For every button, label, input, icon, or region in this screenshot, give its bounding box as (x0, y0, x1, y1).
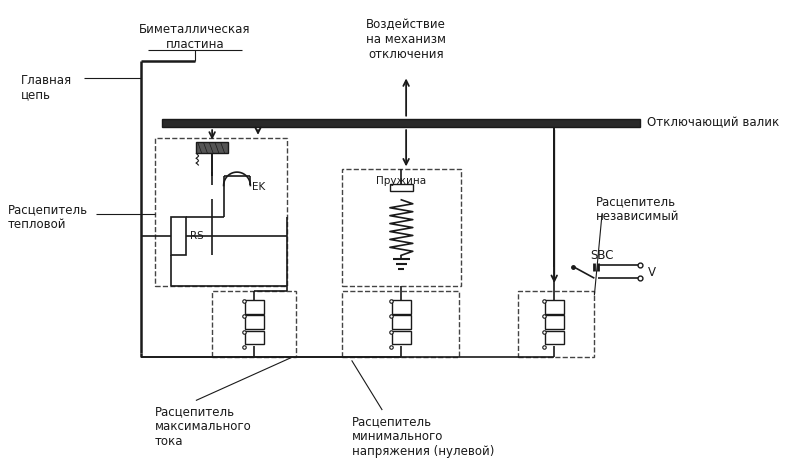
Text: Расцепитель
независимый: Расцепитель независимый (596, 195, 680, 223)
Bar (155, 138, 286, 286)
Bar (545, 300, 564, 314)
Text: RS: RS (190, 231, 204, 241)
Bar (162, 119, 640, 127)
Bar (392, 316, 411, 329)
Bar (245, 300, 264, 314)
Text: Отключающий валик: Отключающий валик (647, 117, 779, 129)
Bar (342, 291, 458, 357)
Bar (518, 291, 594, 357)
Text: Расцепитель
тепловой: Расцепитель тепловой (8, 203, 88, 231)
Bar (390, 184, 413, 191)
Bar (545, 316, 564, 329)
Bar (392, 331, 411, 344)
Text: Расцепитель
максимального
тока: Расцепитель максимального тока (155, 405, 251, 448)
Text: Воздействие
на механизм
отключения: Воздействие на механизм отключения (366, 18, 446, 61)
Bar (545, 331, 564, 344)
Bar (342, 169, 461, 286)
Bar (171, 217, 186, 255)
Text: SBC: SBC (590, 249, 614, 262)
Text: Расцепитель
минимального
напряжения (нулевой): Расцепитель минимального напряжения (нул… (352, 415, 494, 458)
Text: EK: EK (252, 182, 266, 192)
Text: Главная
цепь: Главная цепь (21, 74, 72, 102)
Bar (392, 300, 411, 314)
Text: Пружина: Пружина (376, 176, 426, 186)
Bar (196, 142, 228, 153)
Text: V: V (648, 266, 656, 279)
Bar (245, 331, 264, 344)
Text: Биметаллическая
пластина: Биметаллическая пластина (139, 23, 250, 51)
Bar (245, 316, 264, 329)
Bar (212, 291, 296, 357)
